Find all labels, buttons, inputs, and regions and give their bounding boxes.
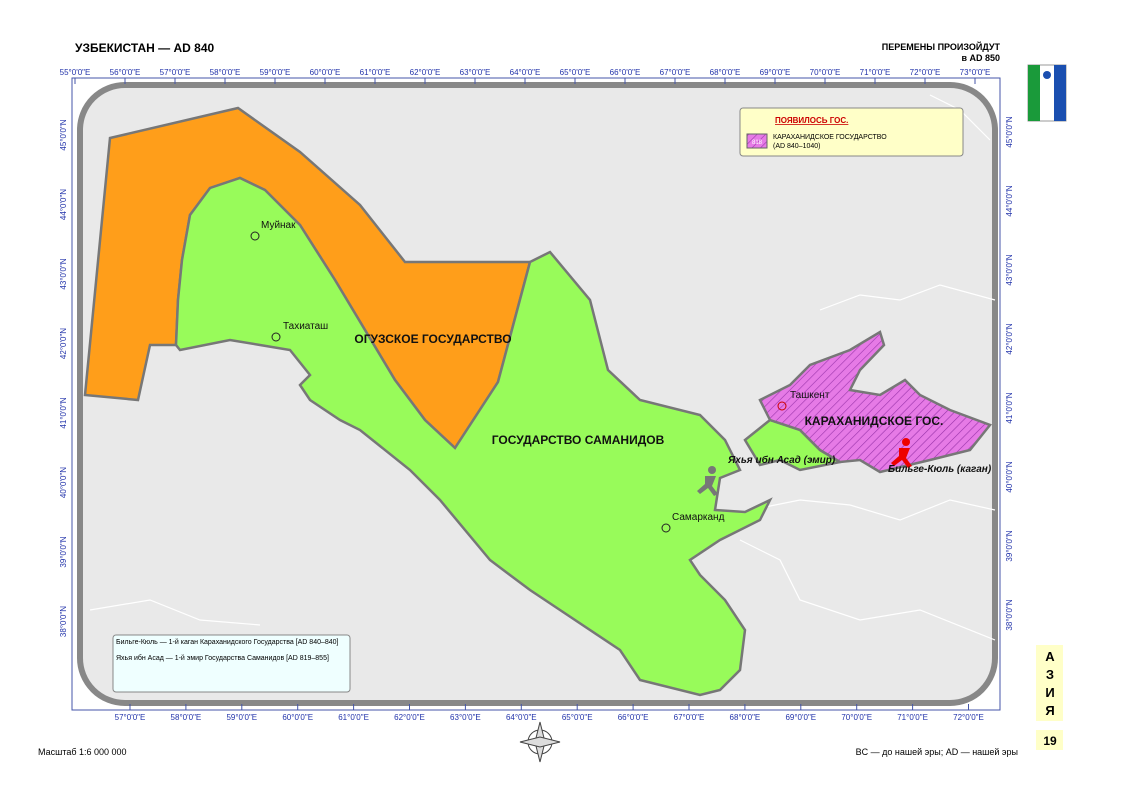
lon-label: 65°0'0"E xyxy=(562,713,593,722)
lon-label: 67°0'0"E xyxy=(674,713,705,722)
lon-label: 62°0'0"E xyxy=(410,68,441,77)
lat-label: 42°0'0"N xyxy=(59,328,68,359)
ruler-label: Бильге-Кюль (каган) xyxy=(888,464,992,475)
city-label: Муйнак xyxy=(261,220,296,231)
lon-label: 66°0'0"E xyxy=(610,68,641,77)
lon-label: 57°0'0"E xyxy=(115,713,146,722)
lon-label: 60°0'0"E xyxy=(310,68,341,77)
lon-label: 62°0'0"E xyxy=(394,713,425,722)
page-number: 19 xyxy=(1043,734,1057,748)
flag xyxy=(1027,64,1067,122)
legend-name: КАРАХАНИДСКОЕ ГОСУДАРСТВО xyxy=(773,134,887,141)
legend-code: 818 xyxy=(752,140,763,146)
region-label: ГОСУДАРСТВО САМАНИДОВ xyxy=(492,433,665,447)
ruler-label: Яхья ибн Асад (эмир) xyxy=(727,454,836,466)
lat-label: 39°0'0"N xyxy=(59,536,68,567)
lat-label: 41°0'0"N xyxy=(1005,392,1014,423)
lon-label: 72°0'0"E xyxy=(953,713,984,722)
lon-label: 72°0'0"E xyxy=(910,68,941,77)
side-letter: З xyxy=(1046,667,1054,682)
graticule: 55°0'0"E 56°0'0"E 57°0'0"E 58°0'0"E 59°0'0"E… xyxy=(59,68,1014,722)
title: УЗБЕКИСТАН — AD 840 xyxy=(75,41,215,55)
lat-label: 38°0'0"N xyxy=(1005,599,1014,630)
lon-label: 59°0'0"E xyxy=(260,68,291,77)
lon-label: 69°0'0"E xyxy=(760,68,791,77)
lon-label: 65°0'0"E xyxy=(560,68,591,77)
side-box xyxy=(1036,645,1063,721)
lon-label: 61°0'0"E xyxy=(360,68,391,77)
scale: Масштаб 1:6 000 000 xyxy=(38,747,127,757)
lat-label: 45°0'0"N xyxy=(59,119,68,150)
lon-label: 70°0'0"E xyxy=(810,68,841,77)
lon-label: 64°0'0"E xyxy=(510,68,541,77)
changes: ПЕРЕМЕНЫ ПРОИЗОЙДУТ xyxy=(882,41,1001,52)
legend-dates: (AD 840–1040) xyxy=(773,143,820,150)
notes-box xyxy=(112,634,351,693)
lon-label: 71°0'0"E xyxy=(897,713,928,722)
lat-label: 43°0'0"N xyxy=(1005,254,1014,285)
lon-label: 63°0'0"E xyxy=(450,713,481,722)
era-note: BC — до нашей эры; AD — нашей эры xyxy=(856,747,1018,757)
note: Бильге-Кюль — 1-й каган Караханидского Г… xyxy=(116,639,339,646)
lat-label: 41°0'0"N xyxy=(59,397,68,428)
lat-label: 45°0'0"N xyxy=(1005,116,1014,147)
lon-label: 58°0'0"E xyxy=(210,68,241,77)
legend-heading: ПОЯВИЛОСЬ ГОС. xyxy=(775,116,848,125)
changes-date: в AD 850 xyxy=(961,53,1000,63)
ruler-icon xyxy=(697,466,718,496)
city-label: Ташкент xyxy=(790,390,830,401)
lon-label: 58°0'0"E xyxy=(171,713,202,722)
lat-label: 40°0'0"N xyxy=(59,467,68,498)
lon-label: 71°0'0"E xyxy=(860,68,891,77)
note: Яхья ибн Асад — 1-й эмир Государства Сам… xyxy=(116,655,329,662)
region-label: КАРАХАНИДСКОЕ ГОС. xyxy=(805,414,944,428)
side-letter: А xyxy=(1045,649,1055,664)
lat-label: 38°0'0"N xyxy=(59,606,68,637)
notes: Бильге-Кюль — 1-й каган Караханидского Г… xyxy=(116,638,348,664)
lon-label: 68°0'0"E xyxy=(730,713,761,722)
legend-swatch xyxy=(746,133,768,149)
lon-label: 59°0'0"E xyxy=(226,713,257,722)
samanid-region xyxy=(174,176,773,697)
lon-label: 69°0'0"E xyxy=(785,713,816,722)
notes-text: Бильге-Кюль — 1-й каган Караханидского Г… xyxy=(116,638,348,664)
lat-label: 42°0'0"N xyxy=(1005,323,1014,354)
lat-label: 44°0'0"N xyxy=(1005,185,1014,216)
lon-label: 73°0'0"E xyxy=(960,68,991,77)
lon-label: 60°0'0"E xyxy=(282,713,313,722)
borders xyxy=(89,94,996,641)
lon-label: 63°0'0"E xyxy=(460,68,491,77)
side-letter: И xyxy=(1045,685,1054,700)
lon-label: 55°0'0"E xyxy=(60,68,91,77)
lon-label: 68°0'0"E xyxy=(710,68,741,77)
lon-label: 57°0'0"E xyxy=(160,68,191,77)
lon-label: 66°0'0"E xyxy=(618,713,649,722)
karakhanid-region xyxy=(758,330,993,474)
city-markers xyxy=(250,231,787,533)
ruler-icon xyxy=(891,438,912,468)
lon-label: 56°0'0"E xyxy=(110,68,141,77)
region-label: ОГУЗСКОЕ ГОСУДАРСТВО xyxy=(354,332,511,346)
side-letter: Я xyxy=(1045,703,1054,718)
city-label: Тахиаташ xyxy=(283,321,328,332)
compass xyxy=(519,721,561,763)
lat-label: 44°0'0"N xyxy=(59,189,68,220)
city-label: Самарканд xyxy=(672,512,725,523)
lat-label: 39°0'0"N xyxy=(1005,530,1014,561)
page-box xyxy=(1036,730,1063,750)
lon-label: 70°0'0"E xyxy=(841,713,872,722)
legend-box xyxy=(739,107,964,157)
lat-label: 40°0'0"N xyxy=(1005,461,1014,492)
lon-label: 67°0'0"E xyxy=(660,68,691,77)
lon-label: 61°0'0"E xyxy=(338,713,369,722)
lat-label: 43°0'0"N xyxy=(59,258,68,289)
lon-label: 64°0'0"E xyxy=(506,713,537,722)
